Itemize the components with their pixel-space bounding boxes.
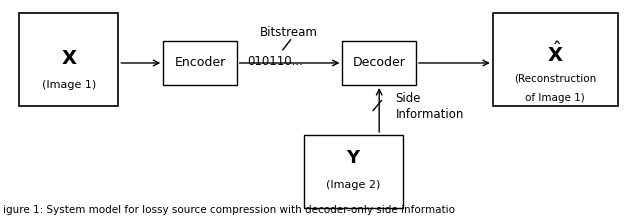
Text: $\mathbf{Y}$: $\mathbf{Y}$ bbox=[346, 149, 362, 167]
Text: Side: Side bbox=[396, 92, 421, 105]
Text: (Image 2): (Image 2) bbox=[326, 179, 381, 190]
Text: Decoder: Decoder bbox=[353, 57, 406, 69]
Text: $\mathbf{X}$: $\mathbf{X}$ bbox=[61, 49, 77, 68]
FancyBboxPatch shape bbox=[493, 13, 618, 106]
Text: Bitstream: Bitstream bbox=[260, 26, 318, 38]
Text: igure 1: System model for lossy source compression with decoder-only side inform: igure 1: System model for lossy source c… bbox=[3, 206, 455, 215]
Text: Encoder: Encoder bbox=[174, 57, 226, 69]
FancyBboxPatch shape bbox=[163, 41, 237, 85]
Text: (Image 1): (Image 1) bbox=[42, 80, 96, 90]
FancyBboxPatch shape bbox=[304, 135, 403, 208]
Text: of Image 1): of Image 1) bbox=[525, 93, 585, 103]
Text: (Reconstruction: (Reconstruction bbox=[514, 73, 596, 84]
Text: 010110...: 010110... bbox=[247, 55, 303, 68]
FancyBboxPatch shape bbox=[342, 41, 416, 85]
FancyBboxPatch shape bbox=[19, 13, 118, 106]
Text: Information: Information bbox=[396, 109, 464, 121]
Text: $\hat{\mathbf{X}}$: $\hat{\mathbf{X}}$ bbox=[547, 41, 564, 65]
